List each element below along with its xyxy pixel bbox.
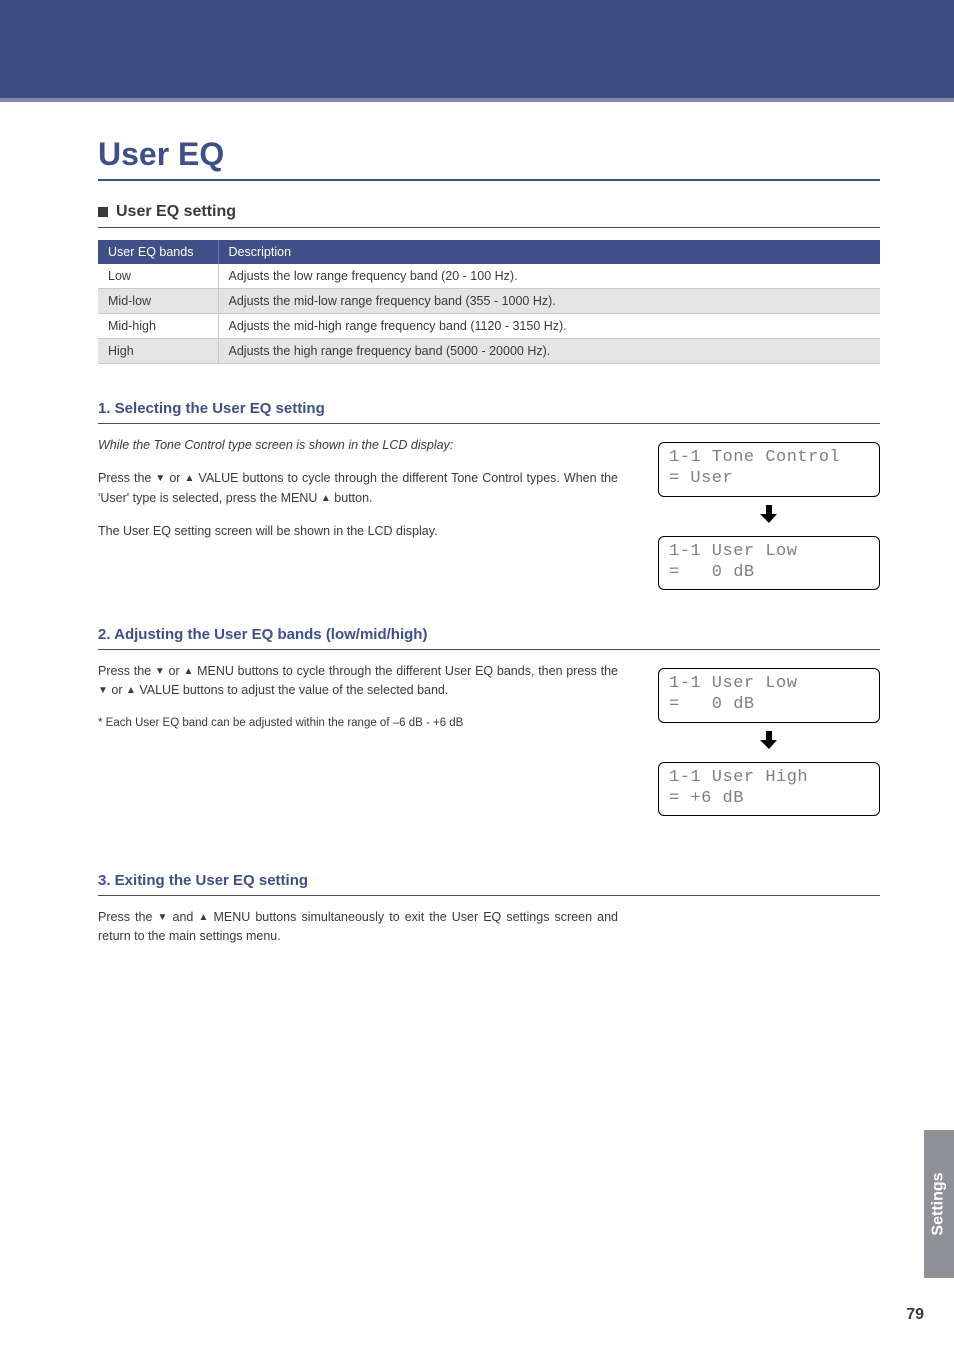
step1-p1: Press the ▼ or ▲ VALUE buttons to cycle … [98, 469, 618, 508]
step2-p1: Press the ▼ or ▲ MENU buttons to cycle t… [98, 662, 618, 701]
txt: VALUE buttons to adjust the value of the… [136, 683, 448, 697]
lcd-line2: = +6 dB [669, 788, 869, 809]
step1-row: While the Tone Control type screen is sh… [98, 436, 880, 590]
up-triangle-icon: ▲ [321, 491, 331, 507]
lcd-line1: 1-1 Tone Control [669, 447, 869, 468]
step-rule [98, 423, 880, 424]
down-triangle-icon: ▼ [158, 910, 168, 926]
table-row: High Adjusts the high range frequency ba… [98, 339, 880, 364]
table-row: Mid-high Adjusts the mid-high range freq… [98, 314, 880, 339]
lcd-line2: = 0 dB [669, 694, 869, 715]
step1-p2: The User EQ setting screen will be shown… [98, 522, 618, 541]
side-tab: Settings [924, 1130, 954, 1278]
band-name: High [98, 339, 218, 364]
lcd-line1: 1-1 User High [669, 767, 869, 788]
txt: Press the [98, 471, 155, 485]
down-triangle-icon: ▼ [155, 471, 165, 487]
txt: or [165, 471, 184, 485]
lcd-display: 1-1 User Low = 0 dB [658, 668, 880, 723]
step1-lcd-column: 1-1 Tone Control = User 1-1 User Low = 0… [658, 436, 880, 590]
step3-p1: Press the ▼ and ▲ MENU buttons simultane… [98, 908, 618, 947]
band-desc: Adjusts the mid-high range frequency ban… [218, 314, 880, 339]
txt: Press the [98, 910, 158, 924]
down-triangle-icon: ▼ [98, 683, 108, 699]
step3-row: Press the ▼ and ▲ MENU buttons simultane… [98, 908, 880, 961]
table-row: Low Adjusts the low range frequency band… [98, 264, 880, 289]
step-rule [98, 895, 880, 896]
step2-lcd-column: 1-1 User Low = 0 dB 1-1 User High = +6 d… [658, 662, 880, 816]
lcd-line1: 1-1 User Low [669, 541, 869, 562]
lcd-display: 1-1 User Low = 0 dB [658, 536, 880, 591]
page-title: User EQ [98, 136, 880, 173]
lcd-line2: = 0 dB [669, 562, 869, 583]
side-tab-label: Settings [930, 1172, 948, 1235]
col-bands: User EQ bands [98, 240, 218, 264]
step3-prose: Press the ▼ and ▲ MENU buttons simultane… [98, 908, 618, 961]
band-name: Mid-low [98, 289, 218, 314]
step-rule [98, 649, 880, 650]
section-user-eq-setting: User EQ setting [98, 203, 880, 221]
band-name: Low [98, 264, 218, 289]
band-desc: Adjusts the mid-low range frequency band… [218, 289, 880, 314]
title-rule [98, 179, 880, 181]
lcd-line2: = User [669, 468, 869, 489]
band-desc: Adjusts the low range frequency band (20… [218, 264, 880, 289]
header-band [0, 0, 954, 102]
lcd-display: 1-1 User High = +6 dB [658, 762, 880, 817]
step2-row: Press the ▼ or ▲ MENU buttons to cycle t… [98, 662, 880, 816]
txt: MENU buttons to cycle through the differ… [193, 664, 618, 678]
eq-bands-table: User EQ bands Description Low Adjusts th… [98, 240, 880, 364]
band-desc: Adjusts the high range frequency band (5… [218, 339, 880, 364]
section-rule [98, 227, 880, 228]
down-arrow-icon [758, 729, 780, 756]
up-triangle-icon: ▲ [184, 471, 194, 487]
up-triangle-icon: ▲ [126, 683, 136, 699]
step2-title: 2. Adjusting the User EQ bands (low/mid/… [98, 626, 880, 643]
txt: button. [331, 491, 373, 505]
down-triangle-icon: ▼ [155, 664, 165, 680]
table-row: Mid-low Adjusts the mid-low range freque… [98, 289, 880, 314]
up-triangle-icon: ▲ [183, 664, 193, 680]
txt: or [108, 683, 126, 697]
step2-prose: Press the ▼ or ▲ MENU buttons to cycle t… [98, 662, 618, 747]
lcd-display: 1-1 Tone Control = User [658, 442, 880, 497]
step1-italic: While the Tone Control type screen is sh… [98, 436, 618, 455]
txt: Press the [98, 664, 155, 678]
step1-prose: While the Tone Control type screen is sh… [98, 436, 618, 556]
table-header-row: User EQ bands Description [98, 240, 880, 264]
up-triangle-icon: ▲ [198, 910, 208, 926]
step1-title: 1. Selecting the User EQ setting [98, 400, 880, 417]
txt: and [167, 910, 198, 924]
content-area: User EQ User EQ setting User EQ bands De… [0, 102, 954, 961]
txt: or [165, 664, 184, 678]
step2-footnote: * Each User EQ band can be adjusted with… [98, 715, 618, 733]
down-arrow-icon [758, 503, 780, 530]
section-title: User EQ setting [116, 203, 236, 221]
band-name: Mid-high [98, 314, 218, 339]
page-number: 79 [906, 1306, 924, 1324]
step3-title: 3. Exiting the User EQ setting [98, 872, 880, 889]
lcd-line1: 1-1 User Low [669, 673, 869, 694]
col-desc: Description [218, 240, 880, 264]
section-marker-icon [98, 207, 108, 217]
